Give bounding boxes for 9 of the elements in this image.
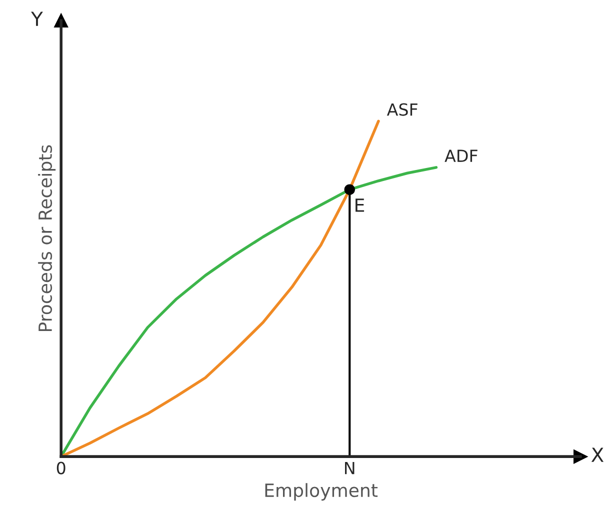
x-tick-label: N: [345, 462, 354, 474]
series-label: ASF: [386, 103, 418, 116]
x-axis-title: Employment: [265, 483, 378, 501]
y-axis-title: Proceeds or Receipts: [38, 145, 56, 331]
series-label: ADF: [444, 150, 478, 162]
x-tick-label: 0: [56, 462, 66, 474]
text: Y: [31, 12, 43, 26]
text: X: [591, 448, 604, 462]
annotation: E: [356, 198, 364, 212]
